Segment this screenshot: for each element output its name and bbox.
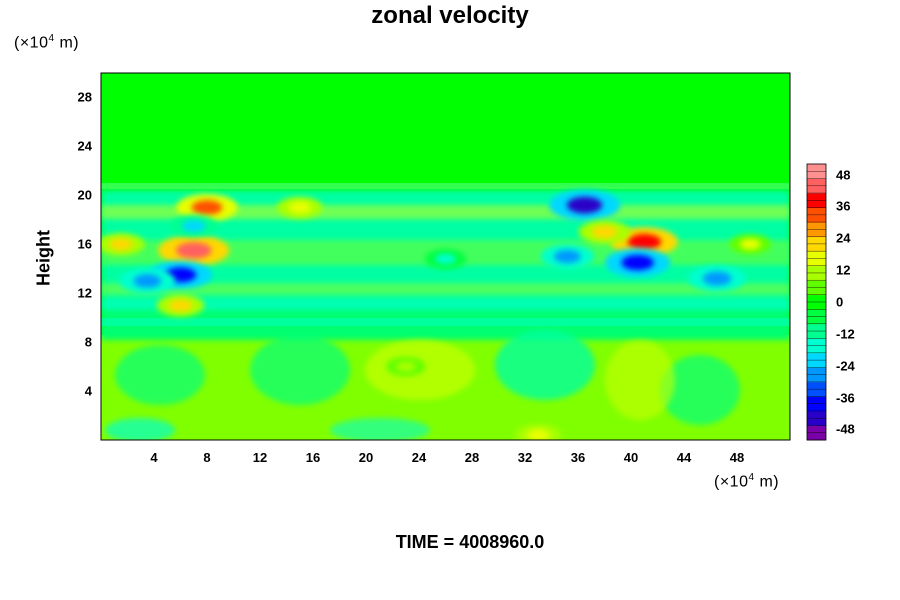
colorbar-swatch-4 bbox=[807, 367, 826, 383]
feature-core-1 bbox=[191, 200, 223, 215]
colorbar-swatch-12 bbox=[807, 251, 826, 267]
feature-core-12 bbox=[288, 201, 312, 214]
y-tick-label: 20 bbox=[77, 187, 92, 203]
colorbar-swatch-16 bbox=[807, 193, 826, 209]
x-tick-label: 8 bbox=[203, 450, 211, 465]
colorbar-swatch-15 bbox=[807, 207, 826, 223]
x-tick-label: 40 bbox=[623, 450, 639, 465]
feature-core-3 bbox=[133, 274, 162, 288]
y-tick-label: 8 bbox=[84, 334, 92, 350]
feature-core-6 bbox=[627, 233, 662, 250]
feature-core-5 bbox=[566, 196, 603, 214]
colorbar-swatch-11 bbox=[807, 265, 826, 281]
colorbar bbox=[806, 163, 827, 441]
chart-title: zonal velocity bbox=[371, 2, 529, 29]
colorbar-tick-label: 36 bbox=[836, 198, 851, 214]
feature-core-0 bbox=[175, 242, 212, 259]
colorbar-swatch-10 bbox=[807, 280, 826, 296]
x-tick-label: 24 bbox=[411, 450, 427, 465]
colorbar-swatch-0 bbox=[807, 425, 826, 441]
colorbar-swatch-13 bbox=[807, 236, 826, 252]
colorbar-swatch-2 bbox=[807, 396, 826, 412]
y-unit-suffix: m) bbox=[54, 34, 80, 52]
y-tick-label: 28 bbox=[77, 89, 92, 105]
y-unit-label: (×104 m) bbox=[14, 33, 79, 52]
y-unit-prefix: (×10 bbox=[14, 34, 49, 52]
feature-core-11 bbox=[435, 253, 456, 265]
colorbar-tick-label: -48 bbox=[836, 421, 855, 437]
x-tick-label: 28 bbox=[464, 450, 480, 465]
x-unit-prefix: (×10 bbox=[714, 473, 749, 491]
colorbar-swatch-6 bbox=[807, 338, 826, 354]
colorbar-tick-label: -24 bbox=[836, 358, 855, 374]
colorbar-swatch-14 bbox=[807, 222, 826, 238]
colorbar-tick-label: 48 bbox=[836, 167, 851, 183]
feature-core-17 bbox=[739, 238, 761, 250]
feature-core-9 bbox=[702, 271, 732, 286]
time-label: TIME = 4008960.0 bbox=[395, 532, 545, 552]
colorbar-swatch-9 bbox=[807, 294, 826, 310]
colorbar-tick-label: -36 bbox=[836, 390, 855, 406]
y-tick-label: 24 bbox=[77, 138, 92, 154]
colorbar-tick-label: 0 bbox=[836, 294, 844, 310]
colorbar-frame bbox=[806, 163, 827, 441]
y-tick-label: 16 bbox=[77, 236, 92, 252]
colorbar-tick-label: 12 bbox=[836, 262, 851, 278]
y-unit-exp: 4 bbox=[48, 33, 55, 44]
feature-core-13 bbox=[108, 238, 133, 251]
plot-frame bbox=[100, 72, 791, 441]
x-tick-label: 12 bbox=[252, 450, 268, 465]
x-tick-label: 4 bbox=[150, 450, 158, 465]
colorbar-swatch-5 bbox=[807, 352, 826, 368]
x-unit-label: (×104 m) bbox=[714, 472, 779, 491]
feature-core-16 bbox=[395, 361, 416, 372]
colorbar-swatch-17 bbox=[807, 178, 826, 194]
y-tick-label: 4 bbox=[84, 383, 92, 399]
x-tick-label: 32 bbox=[517, 450, 533, 465]
velocity-features bbox=[101, 189, 772, 440]
y-tick-label: 12 bbox=[77, 285, 92, 301]
feature-core-4 bbox=[181, 219, 206, 232]
feature-core-14 bbox=[168, 299, 193, 312]
feature-core-8 bbox=[621, 254, 654, 271]
field-background bbox=[101, 73, 790, 440]
colorbar-tick-label: -12 bbox=[836, 326, 855, 342]
colorbar-swatch-3 bbox=[807, 381, 826, 397]
colorbar-swatch-8 bbox=[807, 309, 826, 325]
x-tick-label: 48 bbox=[729, 450, 745, 465]
colorbar-swatch-7 bbox=[807, 323, 826, 339]
x-tick-label: 16 bbox=[305, 450, 321, 465]
feature-core-10 bbox=[554, 250, 581, 263]
x-unit-suffix: m) bbox=[754, 473, 780, 491]
colorbar-swatch-18 bbox=[807, 164, 826, 180]
feature-core-7 bbox=[591, 225, 618, 239]
colorbar-tick-label: 24 bbox=[836, 230, 851, 246]
colorbar-swatch-1 bbox=[807, 410, 826, 426]
x-tick-label: 44 bbox=[676, 450, 692, 465]
x-unit-exp: 4 bbox=[748, 472, 755, 483]
x-tick-label: 36 bbox=[570, 450, 586, 465]
feature-core-15 bbox=[526, 429, 550, 440]
x-tick-label: 20 bbox=[358, 450, 374, 465]
